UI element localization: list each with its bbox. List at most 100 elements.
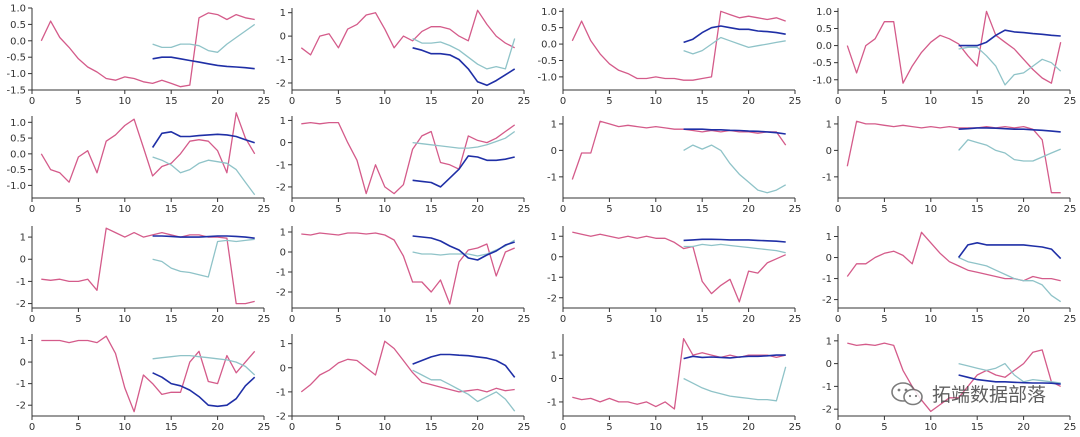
x-tick-label: 20 <box>471 314 484 325</box>
x-tick-label: 15 <box>971 314 984 325</box>
series-line-pink <box>41 227 255 305</box>
panel-7: 0 5 10 15 20 25 -1 0 1 <box>547 116 801 215</box>
series-line-dark-blue <box>958 29 1061 47</box>
x-tick-label: 10 <box>924 314 937 325</box>
series-line-dark-blue <box>683 354 786 360</box>
x-tick-label: 20 <box>471 422 484 433</box>
panel-14: 0 5 10 15 20 25 -2 -1 0 1 <box>276 334 530 433</box>
x-tick-label: 0 <box>289 422 295 433</box>
series-line-light-blue <box>412 369 516 412</box>
x-tick-label: 0 <box>29 314 35 325</box>
x-tick-label: 5 <box>881 314 887 325</box>
series-line-dark-blue <box>683 238 786 243</box>
y-tick-label: 0.0 <box>10 36 26 47</box>
y-tick-label: 1 <box>551 119 557 130</box>
series-line-light-blue <box>958 362 1061 384</box>
x-tick-label: 10 <box>649 96 662 107</box>
y-tick-label: -1 <box>276 55 286 66</box>
x-tick-label: 5 <box>75 422 81 433</box>
x-tick-label: 5 <box>335 314 341 325</box>
panel-11: 0 5 10 15 20 25 -2 -1 0 1 <box>547 226 801 325</box>
x-tick-label: 15 <box>165 314 178 325</box>
y-tick-label: -1.0 <box>6 181 26 192</box>
y-tick-label: -0.5 <box>537 56 557 67</box>
x-tick-label: 0 <box>29 204 35 215</box>
series-line-pink <box>571 10 786 81</box>
series-line-light-blue <box>683 36 786 55</box>
x-tick-label: 15 <box>696 422 709 433</box>
y-tick-label: 0 <box>20 358 26 369</box>
x-tick-label: 10 <box>118 204 131 215</box>
y-tick-label: 0.5 <box>10 134 26 145</box>
y-tick-label: -1.0 <box>537 72 557 83</box>
y-tick-label: -1 <box>822 382 832 393</box>
y-tick-label: -1 <box>276 160 286 171</box>
x-tick-label: 5 <box>75 204 81 215</box>
x-tick-label: 25 <box>1064 96 1077 107</box>
x-tick-label: 10 <box>378 96 391 107</box>
x-tick-label: 0 <box>560 314 566 325</box>
x-tick-label: 10 <box>924 96 937 107</box>
x-tick-label: 25 <box>258 96 271 107</box>
panel-10: 0 5 10 15 20 25 -2 -1 0 1 <box>276 226 530 325</box>
x-tick-label: 5 <box>881 96 887 107</box>
y-tick-label: 0 <box>551 146 557 157</box>
series-line-dark-blue <box>958 127 1061 133</box>
x-tick-label: 20 <box>471 96 484 107</box>
x-tick-label: 20 <box>742 96 755 107</box>
y-tick-label: 0.0 <box>10 149 26 160</box>
x-tick-label: 5 <box>335 96 341 107</box>
series-line-pink <box>572 231 786 303</box>
series-line-dark-blue <box>412 47 516 87</box>
y-tick-label: 1 <box>551 232 557 243</box>
x-tick-label: 15 <box>165 422 178 433</box>
y-tick-label: -1 <box>547 172 557 183</box>
y-tick-label: 1 <box>280 339 286 350</box>
series-line-pink <box>846 231 1061 282</box>
y-tick-label: 0 <box>280 248 286 259</box>
x-tick-label: 10 <box>649 422 662 433</box>
x-tick-label: 25 <box>789 96 802 107</box>
x-tick-label: 10 <box>118 96 131 107</box>
series-line-light-blue <box>412 130 516 149</box>
x-tick-label: 20 <box>1017 422 1030 433</box>
series-line-pink <box>846 10 1062 84</box>
series-line-pink <box>41 335 256 413</box>
y-tick-label: 0 <box>826 253 832 264</box>
x-tick-label: 25 <box>258 422 271 433</box>
series-line-dark-blue <box>412 235 515 261</box>
series-line-dark-blue <box>957 242 1062 260</box>
x-tick-label: 0 <box>29 422 35 433</box>
y-tick-label: 0 <box>280 363 286 374</box>
y-tick-label: -1 <box>822 274 832 285</box>
x-tick-label: 20 <box>211 204 224 215</box>
x-tick-label: 0 <box>560 204 566 215</box>
x-tick-label: 15 <box>696 96 709 107</box>
x-tick-label: 25 <box>789 422 802 433</box>
panel-6: 0 5 10 15 20 25 -2 -1 0 1 <box>276 116 530 215</box>
y-tick-label: -2 <box>822 295 832 306</box>
series-line-pink <box>300 340 515 393</box>
panel-13: 0 5 10 15 20 25 -2 -1 0 1 <box>16 334 270 433</box>
y-tick-label: 0.5 <box>10 20 26 31</box>
series-line-light-blue <box>683 366 787 402</box>
x-tick-label: 5 <box>335 204 341 215</box>
x-tick-label: 15 <box>971 204 984 215</box>
x-tick-label: 15 <box>425 204 438 215</box>
series-line-light-blue <box>152 354 256 376</box>
x-tick-label: 0 <box>835 96 841 107</box>
x-tick-label: 20 <box>211 314 224 325</box>
x-tick-label: 0 <box>289 96 295 107</box>
x-tick-label: 10 <box>118 314 131 325</box>
x-tick-label: 25 <box>1064 204 1077 215</box>
y-tick-label: 0 <box>551 252 557 263</box>
x-tick-label: 15 <box>696 314 709 325</box>
y-tick-label: 1.0 <box>10 4 26 15</box>
y-tick-label: -1 <box>547 397 557 408</box>
y-tick-label: -2 <box>16 299 26 310</box>
x-tick-label: 20 <box>211 96 224 107</box>
y-tick-label: -1 <box>822 172 832 183</box>
series-line-dark-blue <box>152 56 255 70</box>
series-line-dark-blue <box>412 353 516 378</box>
x-tick-label: 5 <box>606 96 612 107</box>
